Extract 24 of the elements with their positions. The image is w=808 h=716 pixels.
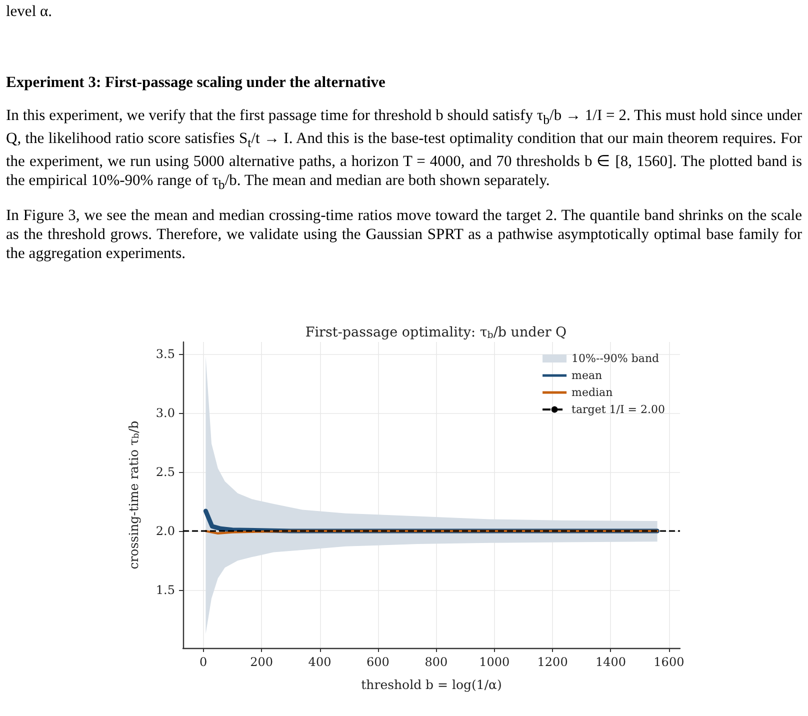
x-tick-label: 600 xyxy=(366,655,390,669)
y-tick-label: 2.0 xyxy=(156,524,175,538)
x-tick-label: 1600 xyxy=(654,655,684,669)
x-axis-title: threshold b = log(1/α) xyxy=(361,677,502,692)
x-tick-label: 1400 xyxy=(595,655,626,669)
x-tick-label: 1200 xyxy=(537,655,568,669)
legend-label: 10%--90% band xyxy=(572,352,660,365)
y-tick-label: 1.5 xyxy=(156,583,175,598)
text: level α. xyxy=(6,2,53,21)
x-tick-label: 400 xyxy=(308,655,332,669)
legend-label: median xyxy=(572,386,613,399)
y-tick-label: 2.5 xyxy=(156,464,175,479)
text: Experiment 3: First-passage scaling under the alternative xyxy=(6,73,386,92)
y-axis-title: crossing-time ratio τb/b xyxy=(126,420,142,570)
x-tick-label: 0 xyxy=(200,655,208,669)
legend-label: mean xyxy=(572,369,602,382)
x-tick-label: 800 xyxy=(424,655,448,669)
y-tick-label: 3.5 xyxy=(156,346,175,361)
text: In Figure 3, we see the mean and median crossing-time ratios move toward the target 2. The quantile band shrinks on the scale as the threshold grows. Therefore, we validate using the Gaussian SPRT as a pathwise asymptotically optimal base family for the aggregation experiments. xyxy=(6,206,802,264)
text: In this experiment, we verify that the first passage time for threshold b should satisfy τ$_{b}$/b → 1/I = 2. This must hold since under Q, the likelihood ratio score satisfies S$_{t}$/t → I. And this is the base-test optimality condition that our main theorem requires. For the experiment, we run using 5000 alternative paths, a horizon T = 4000, and 70 thresholds b ∈ [8, 1560]. The plotted band is the empirical 10%-90% range of τ$_{b}$/b. The mean and median are both shown separately. xyxy=(6,107,802,192)
legend-label: target 1/I = 2.00 xyxy=(572,403,666,416)
x-tick-label: 200 xyxy=(250,655,274,669)
x-tick-label: 1000 xyxy=(479,655,510,669)
y-tick-label: 3.0 xyxy=(156,406,175,420)
